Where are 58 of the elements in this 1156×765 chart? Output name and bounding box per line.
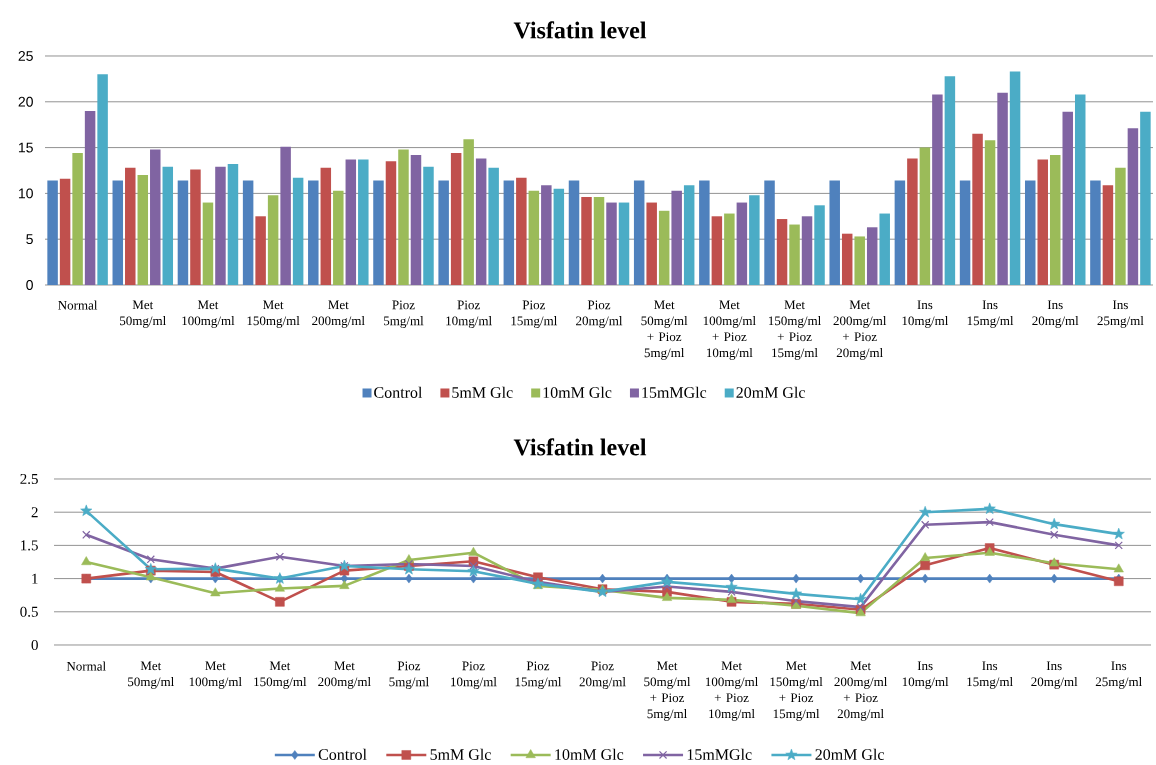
x-tick-label: Ins 10mg/ml [902, 661, 949, 689]
legend-label: 5mM Glc [452, 386, 513, 398]
x-tick-label: Met 200mg/ml + Pioz 20mg/ml [833, 300, 887, 360]
legend-label: Control [374, 386, 423, 398]
y-tick-label: 1.5 [21, 540, 38, 551]
x-tick-label: Met 50mg/ml + Pioz 5mg/ml [641, 300, 688, 360]
x-tick-label: Pioz 10mg/ml [446, 300, 492, 328]
y-tick-label: 1 [32, 573, 38, 584]
x-tick-label: Met 150mg/ml [254, 661, 307, 689]
legend-label: 15mMGlc [687, 748, 752, 760]
y-tick-label: 0 [26, 280, 33, 290]
x-tick-label: Met 50mg/ml + Pioz 5mg/ml [644, 661, 691, 721]
x-tick-label: Met 100mg/ml [182, 300, 235, 328]
y-tick-label: 5 [26, 234, 33, 245]
x-tick-label: Pioz 20mg/ml [579, 661, 626, 689]
x-tick-label: Met 100mg/ml + Pioz 10mg/ml [705, 661, 759, 721]
x-tick-label: Ins 20mg/ml [1032, 300, 1079, 328]
y-tick-label: 15 [18, 142, 33, 153]
chart-title: Visfatin level [513, 21, 647, 39]
x-tick-label: Pioz 20mg/ml [576, 300, 623, 328]
y-tick-label: 0.5 [20, 606, 38, 617]
x-tick-label: Met 100mg/ml [189, 661, 242, 689]
x-tick-label: Pioz 10mg/ml [451, 661, 497, 689]
x-tick-label: Met 200mg/ml [318, 661, 371, 689]
x-tick-label: Met 50mg/ml [120, 300, 166, 328]
x-tick-label: Met 50mg/ml [128, 661, 175, 689]
x-tick-label: Normal [66, 661, 106, 671]
x-tick-label: Ins 10mg/ml [902, 300, 949, 328]
x-tick-label: Met 200mg/ml [312, 300, 365, 328]
legend-label: 10mM Glc [555, 748, 624, 760]
y-tick-label: 2 [31, 507, 38, 518]
legend-label: Control [318, 748, 367, 760]
legend-label: 5mM Glc [430, 748, 491, 760]
y-tick-label: 2.5 [20, 473, 38, 485]
x-tick-label: Ins 20mg/ml [1031, 661, 1078, 689]
y-tick-label: 10 [18, 188, 33, 199]
x-tick-label: Pioz 15mg/ml [515, 661, 562, 689]
x-tick-label: Met 200mg/ml + Pioz 20mg/ml [834, 661, 888, 721]
legend-label: 15mMGlc [642, 386, 707, 398]
x-tick-label: Met 150mg/ml + Pioz 15mg/ml [770, 661, 823, 721]
chart-title: Visfatin level [513, 438, 647, 456]
x-tick-label: Met 150mg/ml [247, 300, 300, 328]
legend-label: 20mM Glc [736, 386, 805, 398]
y-tick-label: 20 [18, 96, 33, 107]
legend-label: 10mM Glc [543, 386, 612, 398]
x-tick-label: Ins 25mg/ml [1097, 300, 1144, 328]
x-tick-label: Met 100mg/ml + Pioz 10mg/ml [703, 300, 756, 360]
x-tick-label: Normal [58, 300, 98, 310]
legend-label: 20mM Glc [815, 748, 884, 760]
x-tick-label: Pioz 15mg/ml [511, 300, 558, 328]
x-tick-label: Ins 15mg/ml [967, 661, 1013, 689]
y-tick-label: 0 [31, 639, 38, 651]
x-tick-label: Ins 25mg/ml [1095, 661, 1142, 689]
x-tick-label: Ins 15mg/ml [967, 300, 1014, 328]
x-tick-label: Pioz 5mg/ml [384, 300, 424, 328]
x-tick-label: Pioz 5mg/ml [389, 661, 429, 689]
x-tick-label: Met 150mg/ml + Pioz 15mg/ml [768, 300, 822, 360]
y-tick-label: 25 [18, 51, 33, 61]
